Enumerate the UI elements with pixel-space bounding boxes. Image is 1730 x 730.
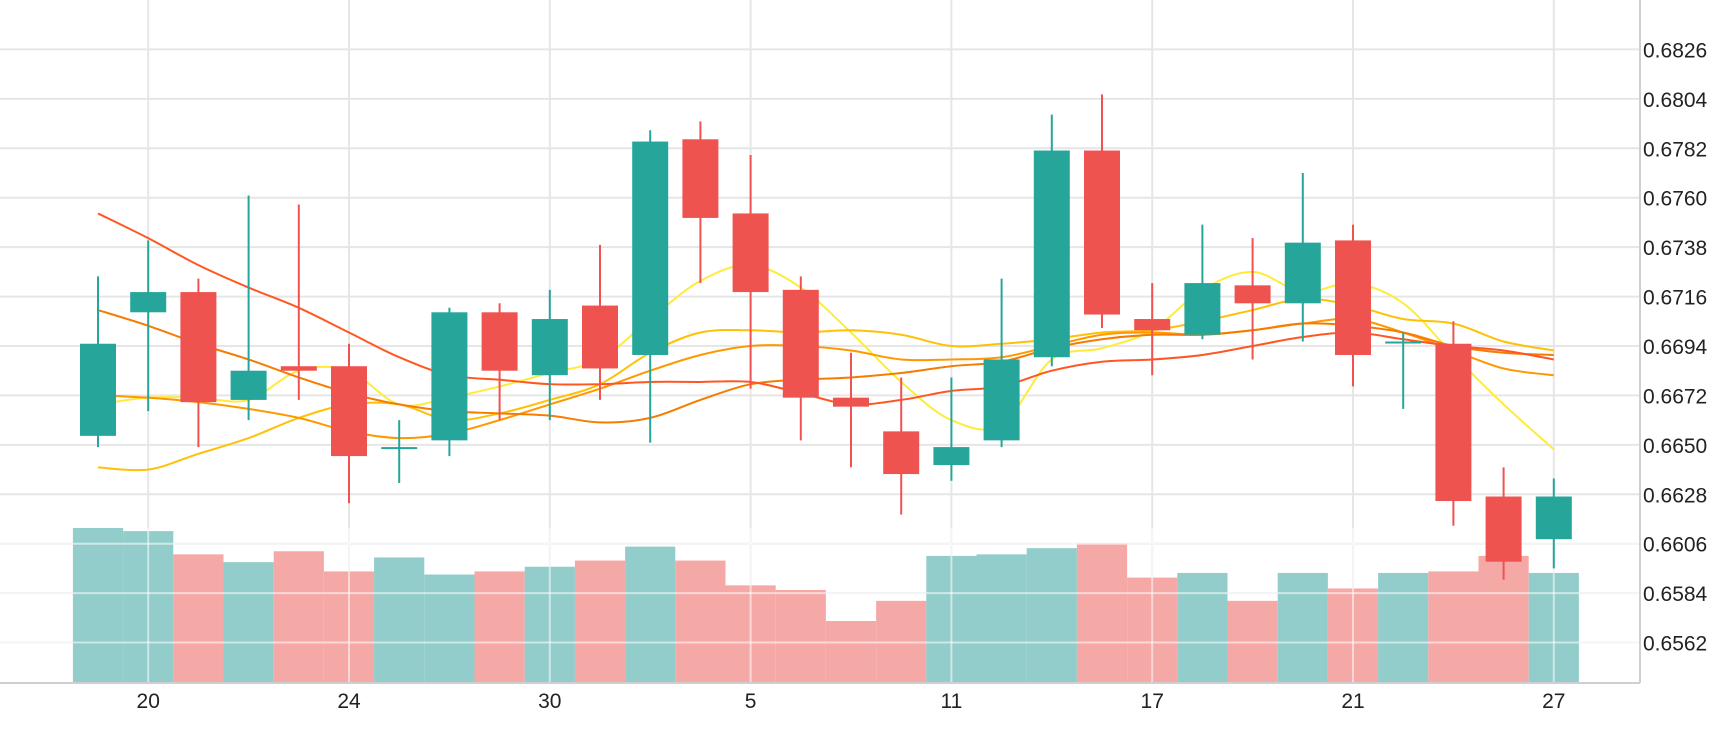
y-tick-label: 0.6672 [1643,385,1707,408]
x-tick-label: 27 [1542,690,1565,713]
candle-body [1485,496,1522,562]
candle-body [732,213,769,293]
y-tick-label: 0.6716 [1643,287,1707,310]
candle-body [833,397,869,407]
y-tick-label: 0.6738 [1643,237,1707,260]
y-tick-label: 0.6628 [1643,484,1707,507]
candle-body [381,447,418,450]
volume-bar [173,554,224,683]
candle-body [782,289,819,398]
x-tick-label: 21 [1341,690,1364,713]
x-tick-label: 30 [538,690,561,713]
volume-bar [1026,548,1077,683]
axes: 0.6826 0.6804 0.6782 0.6760 0.6738 0.6716 0.66… [0,0,1708,713]
y-tick-label: 0.6562 [1643,633,1707,656]
candle-body [933,447,970,466]
candle-body [1535,496,1572,540]
candle-body [180,292,217,403]
candle-body [1385,341,1422,344]
candle-body [1335,240,1371,355]
candle-body [632,141,669,355]
y-tick-label: 0.6826 [1643,39,1707,62]
y-tick-label: 0.6650 [1643,435,1707,458]
x-tick-label: 11 [940,690,962,713]
volume-bar [775,590,826,683]
volume-bar [474,571,525,683]
volume-bar [625,546,676,683]
candle-body [80,343,116,436]
x-tick-label: 17 [1141,690,1164,713]
x-tick-label: 5 [745,690,757,713]
candle-body [431,312,468,441]
y-tick-label: 0.6694 [1643,336,1708,359]
volume-bar [574,560,626,683]
y-tick-label: 0.6782 [1643,138,1707,161]
volume-bar [1378,572,1429,683]
candle-body [1134,319,1171,331]
candle-body [883,431,920,475]
candle-body [1184,283,1221,335]
y-tick-label: 0.6584 [1643,583,1708,606]
volume-bar [223,562,274,683]
volume-bar [976,554,1027,683]
candle-body [130,292,167,313]
candles [80,94,1572,580]
candle-body [1084,150,1120,315]
x-tick-label: 20 [137,690,160,713]
volume-bar [273,551,324,683]
candle-body [230,370,267,400]
moving-average-line [97,212,1554,406]
volume-bar [1076,543,1128,683]
candle-body [1234,285,1271,304]
volume-bars [0,528,1640,683]
candle-body [1284,242,1321,304]
y-tick-label: 0.6804 [1643,89,1708,112]
y-tick-label: 0.6606 [1643,534,1707,557]
candle-body [1435,343,1472,502]
volume-bar [1177,572,1228,683]
candle-body [531,319,568,376]
volume-bar [424,574,475,683]
volume-bar [1428,571,1479,683]
volume-bar [72,528,124,683]
volume-bar [374,557,425,683]
candle-body [983,359,1020,441]
volume-bar [675,560,726,683]
candle-body [682,139,719,218]
candle-body [582,305,618,369]
x-tick-label: 24 [337,690,361,713]
candle-body [331,366,367,457]
volume-bar [825,621,877,683]
volume-bar [1277,572,1328,683]
candle-body [1033,150,1070,358]
candle-body [481,312,518,371]
candle-body [280,366,317,371]
y-tick-label: 0.6760 [1643,188,1707,211]
